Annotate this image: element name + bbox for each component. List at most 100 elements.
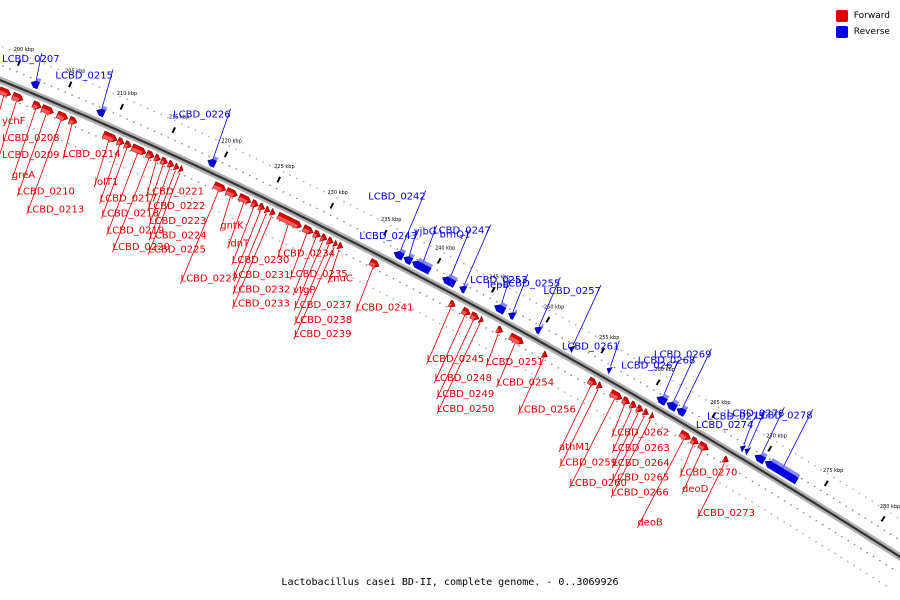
gene-label-greA: greA — [12, 170, 35, 181]
label-leader — [760, 407, 785, 456]
gene-face — [0, 90, 8, 97]
gene-face — [682, 405, 689, 411]
gene-face — [159, 160, 165, 165]
gene-face — [461, 310, 467, 316]
gene-face — [153, 157, 158, 162]
label-leader — [449, 228, 471, 279]
gene-face — [662, 393, 670, 400]
gene-label-LCBD_0219: LCBD_0219 — [107, 225, 165, 236]
gene-label-LCBD_0224: LCBD_0224 — [149, 230, 207, 241]
gene-face — [257, 206, 262, 211]
label-leader — [26, 119, 62, 215]
scale-tick — [823, 480, 829, 487]
gene-LCBD_0257[interactable] — [569, 345, 576, 354]
gene-label-lepB: lepB — [487, 280, 509, 291]
gene-face — [409, 253, 415, 259]
gene-label-LCBD_0225: LCBD_0225 — [148, 244, 206, 255]
gene-label-LCBD_0269: LCBD_0269 — [654, 350, 712, 361]
gene-LCBD_0242[interactable] — [393, 251, 405, 261]
gene-face — [642, 411, 645, 415]
gene-LCBD_0276[interactable] — [754, 454, 767, 465]
label-leader — [433, 315, 466, 384]
gene-LCBD_0253[interactable] — [508, 312, 517, 320]
label-leader — [743, 418, 754, 445]
gene-label-yjbG: yjbG — [414, 226, 437, 237]
label-leader — [682, 348, 712, 409]
gene-LCBD_0268[interactable] — [666, 401, 678, 412]
gene-label-LCBD_0278: LCBD_0278 — [755, 410, 813, 421]
label-leader — [408, 229, 418, 257]
scale-tick — [383, 229, 388, 236]
gene-LCBD_0225[interactable] — [177, 164, 184, 173]
gene-LCBD_0250[interactable] — [477, 315, 484, 324]
gene-label-LCBD_0237: LCBD_0237 — [294, 300, 352, 311]
label-leader — [697, 463, 725, 519]
gene-face — [635, 407, 640, 412]
gene-LCBD_0243[interactable] — [403, 256, 414, 266]
gene-label-LCBD_0214: LCBD_0214 — [63, 149, 121, 160]
label-leader — [292, 237, 317, 296]
scale-tick — [171, 126, 176, 134]
gene-LCBD_0226[interactable] — [207, 158, 217, 168]
gene-LCBD_0215[interactable] — [96, 108, 106, 118]
label-leader — [512, 274, 529, 313]
gene-LCBD_0269[interactable] — [676, 407, 687, 417]
strand-guide-dots — [0, 45, 900, 588]
gene-LCBD_0247[interactable] — [459, 285, 468, 294]
gene-label-ychF: ychF — [2, 116, 26, 127]
scale-tick-label: 275 kbp — [823, 468, 843, 474]
gene-face — [609, 392, 619, 400]
gene-lepB[interactable] — [494, 304, 507, 315]
gene-label-LCBD_0207: LCBD_0207 — [2, 54, 60, 65]
label-leader — [180, 190, 219, 284]
gene-yjbG[interactable] — [411, 260, 432, 275]
reverse-swatch — [835, 26, 848, 38]
label-leader — [147, 164, 164, 212]
scale-tick-label: 225 kbp — [274, 164, 294, 170]
gene-brnQ1[interactable] — [442, 276, 457, 288]
scale-tick-label: 255 kbp — [599, 335, 619, 341]
label-leader — [436, 319, 474, 400]
gene-face — [596, 385, 599, 389]
scale-tick — [16, 59, 22, 67]
gene-face — [31, 104, 39, 110]
gene-LCBD_0274[interactable] — [740, 445, 747, 453]
gene-face — [250, 202, 256, 208]
gene-LCBD_0207[interactable] — [30, 80, 41, 90]
label-leader — [99, 145, 120, 204]
label-leader — [219, 196, 231, 231]
scale-tick — [711, 411, 717, 419]
gene-label-LCBD_0248: LCBD_0248 — [434, 373, 492, 384]
scale-tick — [880, 515, 886, 522]
label-leader — [681, 449, 703, 494]
genome-backbone — [0, 76, 900, 561]
label-leader — [147, 172, 181, 255]
gene-LCBD_0239[interactable] — [332, 239, 338, 247]
gene-LCBD_0261[interactable] — [606, 366, 613, 375]
gene-label-LCBD_0215: LCBD_0215 — [55, 71, 113, 82]
gene-label-LCBD_0251: LCBD_0251 — [486, 357, 544, 368]
strand-guide-line — [0, 64, 900, 542]
gene-LCBD_0248[interactable] — [460, 306, 471, 316]
scale-tick — [329, 202, 335, 209]
label-leader — [662, 359, 680, 397]
gene-label-LCBD_0218: LCBD_0218 — [101, 209, 159, 220]
gene-LCBD_0266[interactable] — [648, 411, 655, 420]
gene-LCBD_0255[interactable] — [534, 326, 543, 335]
gene-face — [465, 283, 469, 287]
label-leader — [436, 323, 481, 415]
scale-tick — [767, 445, 773, 452]
gene-label-LCBD_0254: LCBD_0254 — [497, 377, 555, 388]
gene-label-LCBD_0221: LCBD_0221 — [146, 186, 204, 197]
gene-LCBD_0278[interactable] — [764, 460, 799, 485]
gene-LCBD_0275[interactable] — [744, 447, 751, 456]
gene-face — [447, 273, 458, 282]
gene-face — [102, 134, 114, 142]
legend-forward: Forward — [835, 8, 890, 24]
gene-label-LCBD_0257: LCBD_0257 — [543, 286, 601, 297]
scale-ticks: 200 kbp 205 kbp 210 kbp 215 kbp 220 kbp 225 k… — [14, 47, 900, 522]
label-leader — [399, 190, 427, 252]
label-leader — [16, 113, 47, 197]
gene-face — [145, 153, 151, 159]
gene-LCBD_0267[interactable] — [656, 396, 668, 406]
